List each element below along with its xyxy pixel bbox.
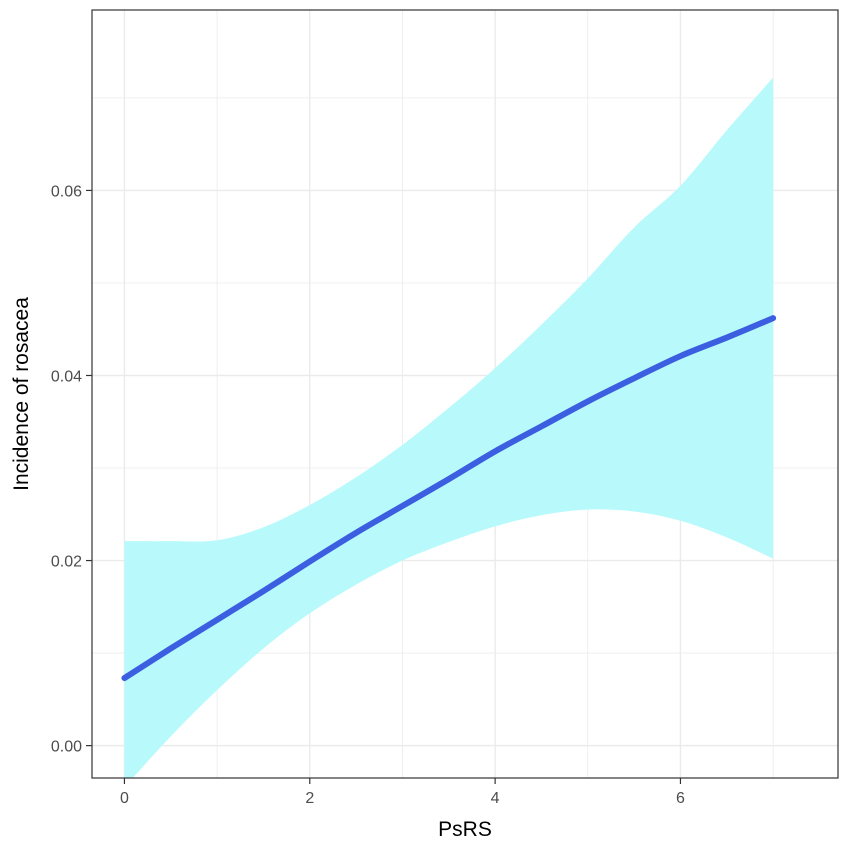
confidence-band-layer <box>124 77 774 778</box>
y-axis-title: Incidence of rosacea <box>10 297 33 491</box>
y-tick-label: 0.02 <box>51 554 82 571</box>
y-tick-label: 0.00 <box>51 739 82 756</box>
confidence-band <box>124 77 774 778</box>
trend-line <box>121 315 777 682</box>
trend-line-layer <box>121 315 777 682</box>
y-tick-label: 0.04 <box>51 368 82 385</box>
x-tick-label: 4 <box>491 790 500 807</box>
x-tick-label: 6 <box>676 790 685 807</box>
x-axis-ticks: 0 2 4 6 <box>120 778 685 807</box>
panel-border <box>91 9 839 779</box>
x-tick-label: 2 <box>305 790 314 807</box>
y-axis-ticks: 0.00 0.02 0.04 0.06 <box>51 183 92 756</box>
x-axis-title: PsRS <box>438 818 492 841</box>
x-tick-label: 0 <box>120 790 129 807</box>
y-tick-label: 0.06 <box>51 183 82 200</box>
